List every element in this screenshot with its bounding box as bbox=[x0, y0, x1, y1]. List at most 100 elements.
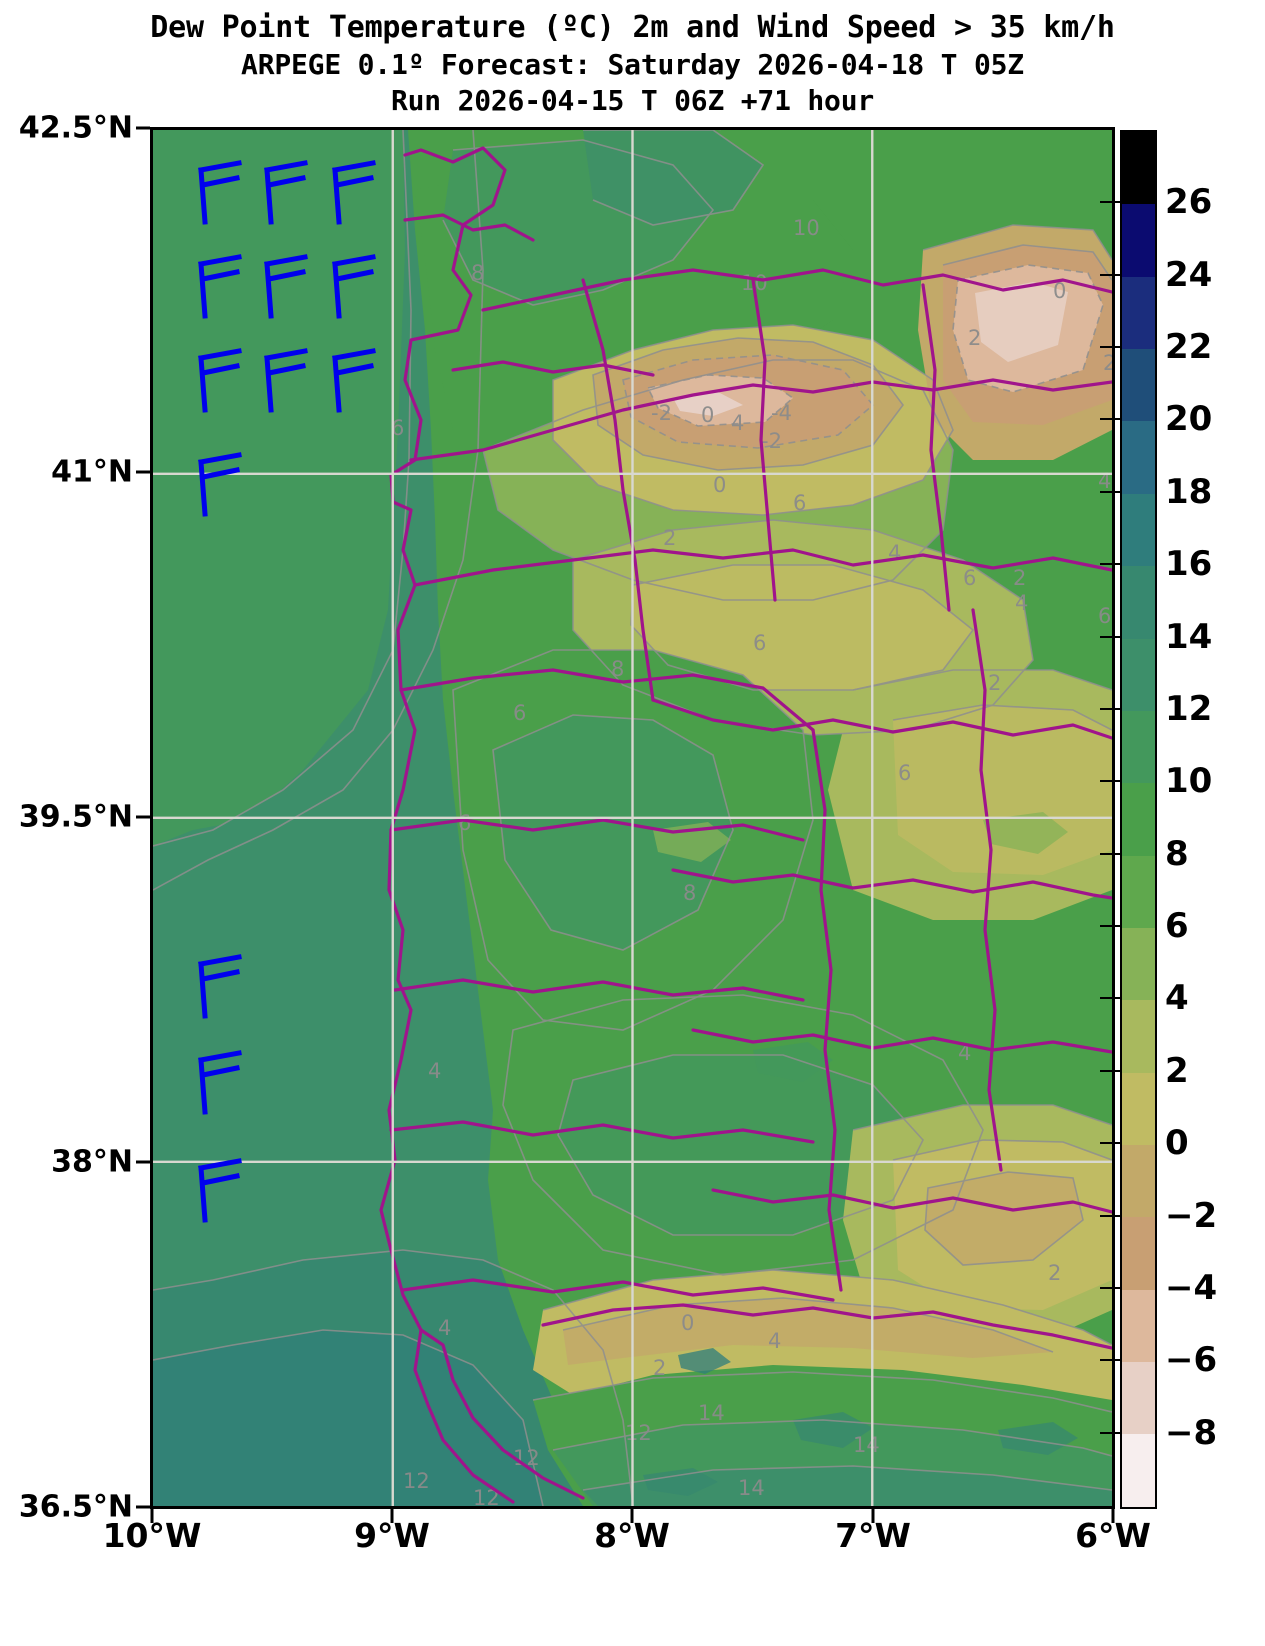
colorbar-tick-label: 12 bbox=[1165, 688, 1213, 729]
ocean-band-10-12 bbox=[153, 130, 405, 846]
svg-text:4: 4 bbox=[1015, 591, 1028, 615]
wind-barb bbox=[198, 954, 242, 1019]
svg-text:14: 14 bbox=[738, 1476, 765, 1500]
x-tick-label-10W: 10°W bbox=[102, 1516, 202, 1555]
region-nw-12-14 bbox=[583, 130, 763, 225]
colorbar-tick-mark bbox=[1100, 418, 1122, 421]
x-tick-mark bbox=[871, 1509, 875, 1523]
colorbar-band bbox=[1122, 493, 1155, 567]
colorbar-tick-mark bbox=[1100, 925, 1122, 928]
colorbar-band bbox=[1122, 927, 1155, 1001]
svg-text:8: 8 bbox=[471, 261, 484, 285]
colorbar-tick-mark bbox=[1100, 1069, 1122, 1072]
svg-text:-2: -2 bbox=[761, 429, 782, 453]
colorbar-tick-mark bbox=[1100, 852, 1122, 855]
wind-barb bbox=[198, 1158, 242, 1223]
x-tick-label-8W: 8°W bbox=[594, 1516, 670, 1555]
svg-text:2: 2 bbox=[988, 671, 1001, 695]
svg-text:14: 14 bbox=[853, 1433, 880, 1457]
colorbar-tick-label: −4 bbox=[1165, 1267, 1218, 1308]
colorbar-band bbox=[1122, 566, 1155, 639]
svg-text:8: 8 bbox=[611, 657, 624, 681]
svg-text:12: 12 bbox=[625, 1421, 652, 1445]
colorbar-tick-label: 8 bbox=[1165, 833, 1189, 874]
svg-text:4: 4 bbox=[1098, 469, 1111, 493]
svg-text:6: 6 bbox=[898, 761, 911, 785]
title-line-3: Run 2026-04-15 T 06Z +71 hour bbox=[390, 84, 875, 118]
svg-text:12: 12 bbox=[403, 1469, 430, 1493]
colorbar-tick-label: 6 bbox=[1165, 906, 1189, 947]
administrative-borders bbox=[379, 146, 1112, 1504]
colorbar-band bbox=[1122, 783, 1155, 856]
svg-text:0: 0 bbox=[681, 1311, 694, 1335]
wind-barb bbox=[264, 348, 308, 413]
svg-text:6: 6 bbox=[458, 811, 471, 835]
svg-text:2: 2 bbox=[1103, 351, 1112, 375]
colorbar-band bbox=[1122, 276, 1155, 350]
wind-barbs-group bbox=[198, 160, 376, 1223]
svg-text:-2: -2 bbox=[651, 401, 672, 425]
svg-text:4: 4 bbox=[428, 1059, 441, 1083]
region-ne-m6-m4 bbox=[975, 282, 1068, 362]
wind-barb bbox=[264, 160, 308, 225]
y-tick-mark bbox=[136, 1160, 150, 1164]
x-tick-label-6W: 6°W bbox=[1075, 1516, 1151, 1555]
colorbar-tick-mark bbox=[1100, 635, 1122, 638]
colorbar-band bbox=[1122, 1362, 1155, 1435]
y-tick-label-38N: 38°N bbox=[51, 1144, 133, 1180]
colorbar[interactable] bbox=[1120, 130, 1157, 1509]
wind-barb bbox=[332, 160, 376, 225]
colorbar-band bbox=[1122, 132, 1155, 205]
wind-barb bbox=[198, 1050, 242, 1115]
colorbar-tick-label: 22 bbox=[1165, 327, 1213, 368]
colorbar-tick-mark bbox=[1100, 346, 1122, 349]
svg-text:8: 8 bbox=[683, 881, 696, 905]
svg-text:2: 2 bbox=[1013, 566, 1026, 590]
colorbar-tick-mark bbox=[1100, 201, 1122, 204]
colorbar-band bbox=[1122, 855, 1155, 928]
svg-text:0: 0 bbox=[713, 473, 726, 497]
colorbar-tick-label: 18 bbox=[1165, 471, 1213, 512]
map-plot-area[interactable]: 8 10 10 -2 0 4 -4 -2 6 0 0 2 0 2 2 4 4 bbox=[150, 127, 1115, 1509]
svg-text:-4: -4 bbox=[771, 401, 792, 425]
colorbar-band bbox=[1122, 349, 1155, 422]
colorbar-tick-mark bbox=[1100, 1142, 1122, 1145]
region-east-0-2 bbox=[893, 705, 1112, 875]
colorbar-tick-label: 24 bbox=[1165, 254, 1213, 295]
svg-text:0: 0 bbox=[701, 403, 714, 427]
colorbar-tick-label: −2 bbox=[1165, 1195, 1218, 1236]
colorbar-tick-label: 4 bbox=[1165, 978, 1189, 1019]
y-tick-label-42_5N: 42.5°N bbox=[18, 110, 133, 146]
colorbar-tick-label: −6 bbox=[1165, 1340, 1218, 1381]
y-tick-label-36_5N: 36.5°N bbox=[18, 1489, 133, 1525]
svg-text:6: 6 bbox=[753, 631, 766, 655]
x-tick-label-7W: 7°W bbox=[835, 1516, 911, 1555]
y-tick-mark bbox=[136, 1505, 150, 1509]
svg-text:6: 6 bbox=[391, 416, 404, 440]
svg-text:14: 14 bbox=[698, 1401, 725, 1425]
colorbar-band bbox=[1122, 1072, 1155, 1146]
colorbar-band bbox=[1122, 638, 1155, 711]
colorbar-tick-mark bbox=[1100, 563, 1122, 566]
colorbar-tick-mark bbox=[1100, 780, 1122, 783]
wind-barb bbox=[198, 254, 242, 319]
colorbar-band bbox=[1122, 204, 1155, 277]
wind-barb bbox=[198, 452, 242, 517]
colorbar-band bbox=[1122, 1434, 1155, 1507]
svg-text:2: 2 bbox=[663, 526, 676, 550]
colorbar-tick-label: 16 bbox=[1165, 544, 1213, 585]
x-tick-mark bbox=[630, 1509, 634, 1523]
chart-title-block: Dew Point Temperature (ºC) 2m and Wind S… bbox=[0, 8, 1265, 120]
region-coldest-patch bbox=[673, 392, 743, 416]
colorbar-tick-label: 20 bbox=[1165, 399, 1213, 440]
colorbar-band bbox=[1122, 1217, 1155, 1290]
map-gridlines bbox=[153, 130, 1112, 1506]
colorbar-tick-mark bbox=[1100, 273, 1122, 276]
x-tick-mark bbox=[390, 1509, 394, 1523]
ocean-band-16-18-sw bbox=[153, 1330, 543, 1506]
title-line-1: Dew Point Temperature (ºC) 2m and Wind S… bbox=[150, 10, 1115, 45]
y-tick-label-39_5N: 39.5°N bbox=[18, 799, 133, 835]
colorbar-tick-mark bbox=[1100, 707, 1122, 710]
y-tick-label-41N: 41°N bbox=[51, 454, 133, 490]
svg-text:10: 10 bbox=[793, 216, 820, 240]
